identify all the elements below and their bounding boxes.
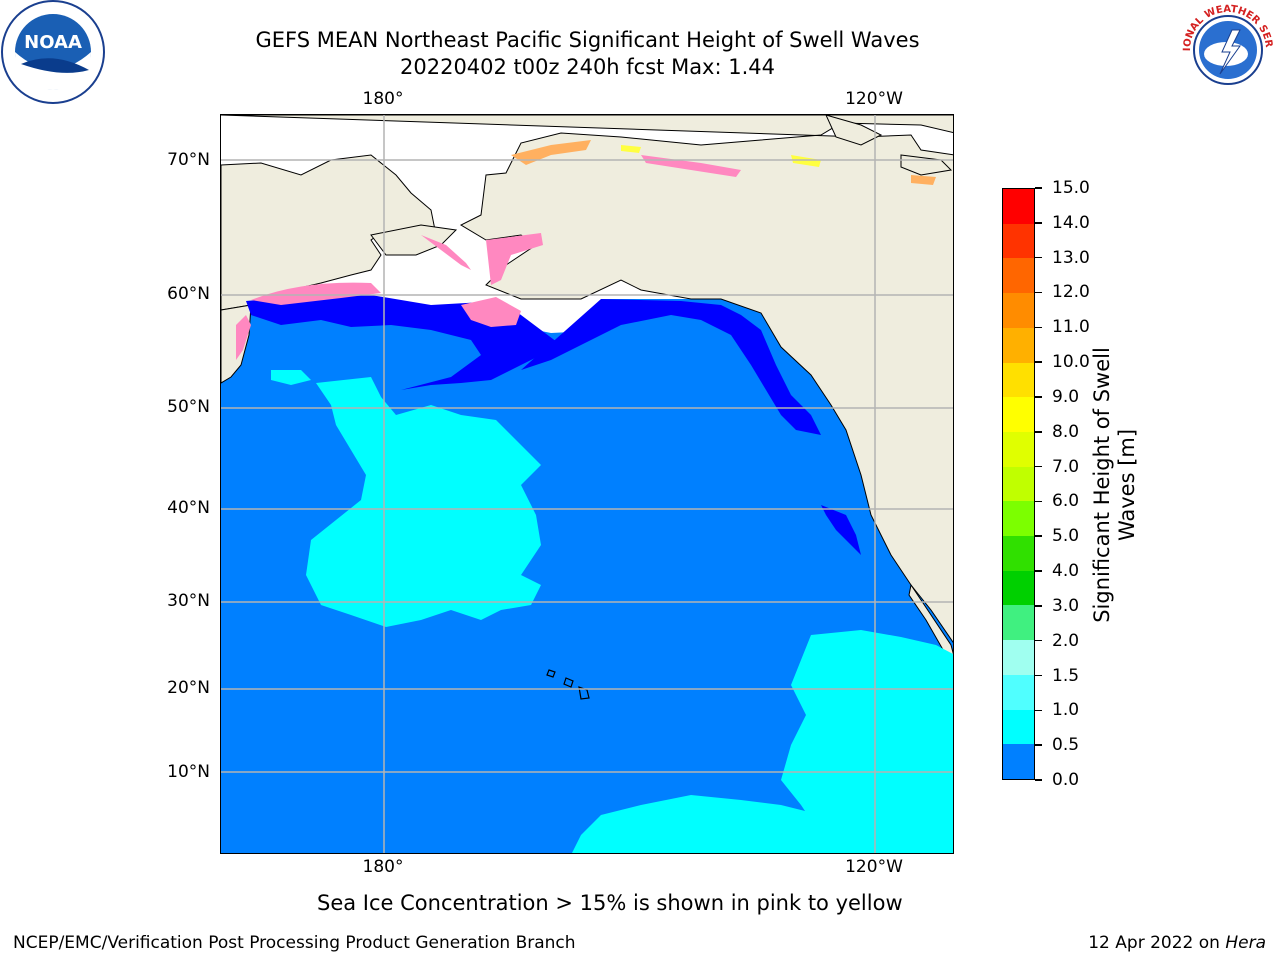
- colorbar-tick-mark: [1035, 570, 1042, 572]
- colorbar-tick-label: 12.0: [1052, 282, 1090, 303]
- lat-label-10n: 10°N: [167, 762, 210, 782]
- colorbar-tick-label: 5.0: [1052, 526, 1080, 547]
- footer-date: 12 Apr 2022 on Hera: [1088, 933, 1266, 953]
- lon-label-bottom-120w: 120°W: [845, 857, 903, 877]
- sea-ice-chukchi-edge: [511, 140, 591, 165]
- colorbar-bin: [1003, 258, 1034, 294]
- colorbar-bin: [1003, 466, 1034, 502]
- footer-date-text: 12 Apr 2022 on: [1088, 933, 1220, 953]
- lat-label-20n: 20°N: [167, 678, 210, 698]
- lat-label-70n: 70°N: [167, 150, 210, 170]
- sea-ice-norton-sound: [421, 235, 471, 270]
- colorbar-tick-label: 3.0: [1052, 595, 1080, 616]
- colorbar-label: Significant Height of Swell Waves [m]: [1090, 347, 1140, 623]
- colorbar-tick-mark: [1035, 779, 1042, 781]
- colorbar-bin: [1003, 223, 1034, 259]
- colorbar-tick-label: 9.0: [1052, 386, 1080, 407]
- colorbar-tick-mark: [1035, 639, 1042, 642]
- colorbar-tick-mark: [1035, 361, 1042, 363]
- sea-ice-note: Sea Ice Concentration > 15% is shown in …: [317, 891, 903, 915]
- colorbar-tick-mark: [1035, 744, 1042, 746]
- colorbar-tick-mark: [1035, 605, 1042, 607]
- colorbar-tick-mark: [1035, 431, 1042, 433]
- sea-ice-yellow-patch-1: [791, 155, 821, 167]
- colorbar-tick-mark: [1035, 187, 1042, 189]
- chart-subtitle: 20220402 t00z 240h fcst Max: 1.44: [400, 55, 775, 79]
- colorbar-tick-label: 2.0: [1052, 630, 1080, 651]
- colorbar-tick-label: 1.0: [1052, 700, 1080, 721]
- colorbar-tick-mark: [1035, 326, 1042, 329]
- sea-ice-orange-patch-1: [911, 175, 936, 185]
- colorbar-bin: [1003, 327, 1034, 363]
- map-canvas: [221, 115, 953, 853]
- colorbar-tick-label: 10.0: [1052, 352, 1090, 373]
- colorbar-tick-mark: [1035, 291, 1042, 294]
- footer-credit: NCEP/EMC/Verification Post Processing Pr…: [13, 933, 576, 953]
- lon-label-top-120w: 120°W: [845, 89, 903, 109]
- colorbar-bin: [1003, 640, 1034, 675]
- colorbar-tick-mark: [1035, 500, 1042, 503]
- hawaii-island-2: [563, 677, 574, 688]
- colorbar-tick-label: 8.0: [1052, 421, 1080, 442]
- lat-label-30n: 30°N: [167, 591, 210, 611]
- swell-low-band-gulf-alaska: [521, 299, 821, 435]
- colorbar-bin: [1003, 605, 1034, 641]
- colorbar-bin: [1003, 362, 1034, 398]
- sea-ice-bristol-bay: [461, 297, 521, 327]
- arctic-island-1: [825, 115, 883, 146]
- noaa-logo-text: NOAA: [24, 32, 82, 53]
- colorbar-tick-label: 0.0: [1052, 770, 1080, 790]
- colorbar-tick-label: 6.0: [1052, 491, 1080, 512]
- swell-moderate-zone-central: [306, 377, 541, 627]
- colorbar-tick-label: 11.0: [1052, 317, 1090, 338]
- sea-ice-yellow-patch-2: [621, 145, 641, 153]
- map-gridlines: [221, 115, 953, 853]
- swell-low-band-california: [821, 505, 861, 555]
- colorbar-tick-label: 13.0: [1052, 247, 1090, 268]
- colorbar-bin: [1003, 397, 1034, 432]
- colorbar-tick-mark: [1035, 396, 1042, 398]
- colorbar-bin: [1003, 674, 1034, 710]
- colorbar-tick-mark: [1035, 465, 1042, 468]
- footer-host: Hera: [1225, 933, 1266, 953]
- colorbar-tick-label: 14.0: [1052, 212, 1090, 233]
- colorbar-tick-mark: [1035, 535, 1042, 537]
- colorbar-tick-mark: [1035, 222, 1042, 224]
- lon-label-bottom-180: 180°: [362, 857, 404, 877]
- colorbar-tick-label: 4.0: [1052, 561, 1080, 582]
- colorbar-bin: [1003, 189, 1034, 224]
- sea-ice-kotzebue: [486, 233, 543, 285]
- map-panel: [220, 114, 954, 854]
- sea-ice-bering-edge: [251, 282, 381, 305]
- colorbar-bin: [1003, 501, 1034, 537]
- swell-moderate-zone-south: [572, 795, 840, 853]
- sea-ice-kamchatka-edge: [236, 315, 251, 360]
- colorbar-tick-label: 0.5: [1052, 735, 1080, 756]
- colorbar-label-line2: Waves [m]: [1115, 428, 1139, 542]
- colorbar: [1002, 188, 1035, 780]
- colorbar-label-line1: Significant Height of Swell: [1090, 347, 1114, 623]
- colorbar-tick-mark: [1035, 674, 1042, 677]
- lat-label-50n: 50°N: [167, 397, 210, 417]
- colorbar-bin: [1003, 293, 1034, 328]
- swell-moderate-zone-east: [781, 630, 953, 853]
- colorbar-bin: [1003, 744, 1034, 779]
- hawaii-island-1: [546, 669, 556, 678]
- colorbar-bin: [1003, 536, 1034, 571]
- colorbar-bin: [1003, 431, 1034, 467]
- colorbar-tick-label: 7.0: [1052, 456, 1080, 477]
- colorbar-tick-mark: [1035, 709, 1042, 712]
- lat-label-60n: 60°N: [167, 284, 210, 304]
- colorbar-bin: [1003, 570, 1034, 606]
- nws-logo: NATIONAL WEATHER SERVICE: [1174, 0, 1278, 100]
- swell-moderate-patch-west: [271, 370, 311, 385]
- colorbar-tick-label: 15.0: [1052, 178, 1090, 198]
- colorbar-bin: [1003, 709, 1034, 745]
- colorbar-tick-mark: [1035, 256, 1042, 259]
- noaa-logo: NOAA: [1, 0, 105, 104]
- lon-label-top-180: 180°: [362, 89, 404, 109]
- lat-label-40n: 40°N: [167, 498, 210, 518]
- colorbar-tick-label: 1.5: [1052, 665, 1080, 686]
- chart-title: GEFS MEAN Northeast Pacific Significant …: [255, 28, 920, 52]
